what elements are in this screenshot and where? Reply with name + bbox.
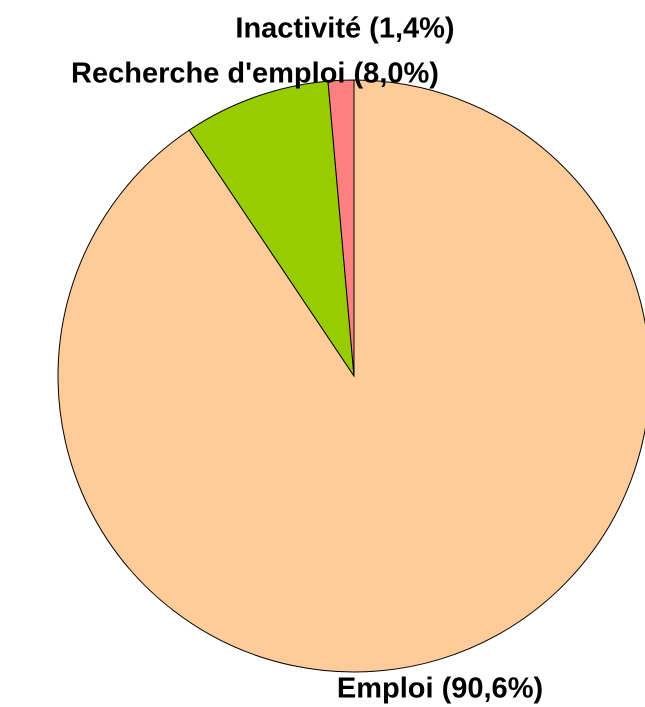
pie-slice xyxy=(327,79,355,377)
pie-slice xyxy=(188,80,355,377)
slice-label: Emploi (90,6%) xyxy=(337,673,543,705)
slice-label: Recherche d'emploi (8,0%) xyxy=(71,58,439,90)
slice-label: Inactivité (1,4%) xyxy=(235,13,454,45)
pie-slice xyxy=(57,79,645,673)
